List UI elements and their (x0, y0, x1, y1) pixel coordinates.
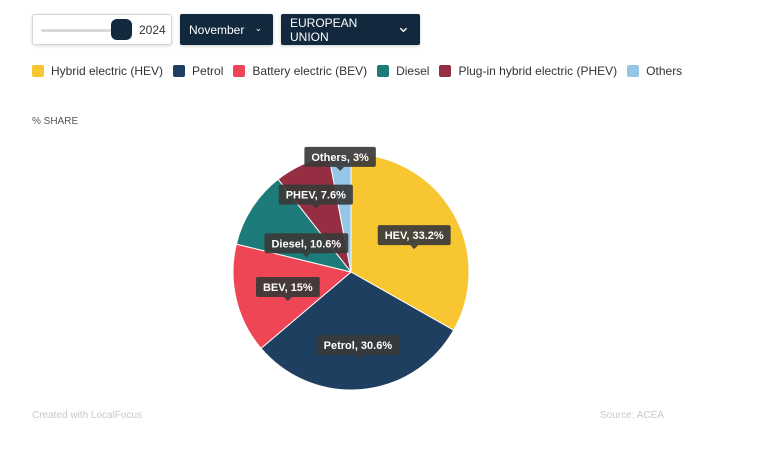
legend-label: Battery electric (BEV) (252, 64, 368, 78)
legend-label: Hybrid electric (HEV) (51, 64, 164, 78)
slice-label-others: Others, 3% (304, 146, 376, 171)
slider-track[interactable] (41, 29, 129, 32)
legend-swatch (233, 65, 246, 77)
region-dropdown[interactable]: EUROPEAN UNION (281, 14, 420, 45)
slice-label-text: Petrol, 30.6% (324, 340, 393, 352)
region-dropdown-label: EUROPEAN UNION (290, 15, 358, 44)
legend-item[interactable]: Hybrid electric (HEV) (32, 64, 163, 78)
legend-item[interactable]: Battery electric (BEV) (233, 64, 367, 78)
legend-item[interactable]: Diesel (377, 64, 429, 78)
month-dropdown-label: November (189, 22, 245, 37)
pie-slice-petrol[interactable] (260, 271, 455, 391)
slice-label-hev: HEV, 33.2% (377, 225, 451, 250)
slice-label-diesel: Diesel, 10.6% (264, 233, 349, 258)
legend-swatch (439, 65, 452, 77)
slice-label-text: PHEV, 7.6% (286, 190, 346, 202)
legend-swatch (627, 65, 640, 77)
slice-label-text: Others, 3% (311, 152, 369, 164)
slice-label-text: Diesel, 10.6% (271, 238, 341, 250)
controls-bar: 2024 November EUROPEAN UNION (32, 14, 420, 45)
chevron-down-icon (399, 27, 408, 32)
share-label: % SHARE (32, 116, 79, 127)
slider-thumb[interactable] (111, 19, 132, 40)
credit-localfocus[interactable]: Created with LocalFocus (32, 410, 143, 421)
legend-swatch (377, 65, 390, 77)
legend-swatch (32, 65, 44, 77)
legend-label: Others (646, 64, 683, 78)
year-slider[interactable]: 2024 (32, 14, 172, 45)
slice-label-bev: BEV, 15% (255, 276, 320, 301)
legend-swatch (173, 65, 186, 77)
slice-label-petrol: Petrol, 30.6% (316, 334, 400, 359)
slice-label-phev: PHEV, 7.6% (278, 184, 353, 209)
slice-label-text: HEV, 33.2% (385, 230, 444, 242)
legend-item[interactable]: Plug-in hybrid electric (PHEV) (439, 64, 617, 78)
chevron-down-icon (256, 28, 261, 31)
legend-item[interactable]: Petrol (173, 64, 223, 78)
year-value: 2024 (139, 23, 166, 37)
legend-label: Plug-in hybrid electric (PHEV) (458, 64, 618, 78)
legend-label: Petrol (192, 64, 224, 78)
month-dropdown[interactable]: November (180, 14, 273, 45)
legend-item[interactable]: Others (627, 64, 682, 78)
credit-source: Source: ACEA (600, 410, 664, 421)
slice-label-text: BEV, 15% (263, 282, 313, 294)
legend-label: Diesel (396, 64, 430, 78)
chart-legend: Hybrid electric (HEV) Petrol Battery elect… (32, 64, 732, 84)
